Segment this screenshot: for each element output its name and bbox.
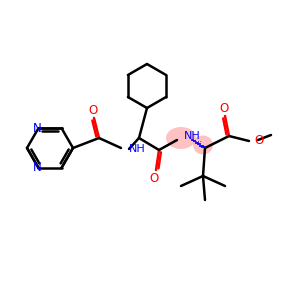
Text: N: N xyxy=(33,122,42,135)
Text: N: N xyxy=(33,161,42,174)
Text: O: O xyxy=(254,134,263,146)
Ellipse shape xyxy=(166,127,196,149)
Text: O: O xyxy=(219,101,229,115)
Text: ....: .... xyxy=(194,137,202,143)
Text: O: O xyxy=(88,103,98,116)
Text: NH: NH xyxy=(129,144,146,154)
Text: NH: NH xyxy=(184,131,201,141)
Text: O: O xyxy=(149,172,159,184)
Ellipse shape xyxy=(193,136,213,154)
